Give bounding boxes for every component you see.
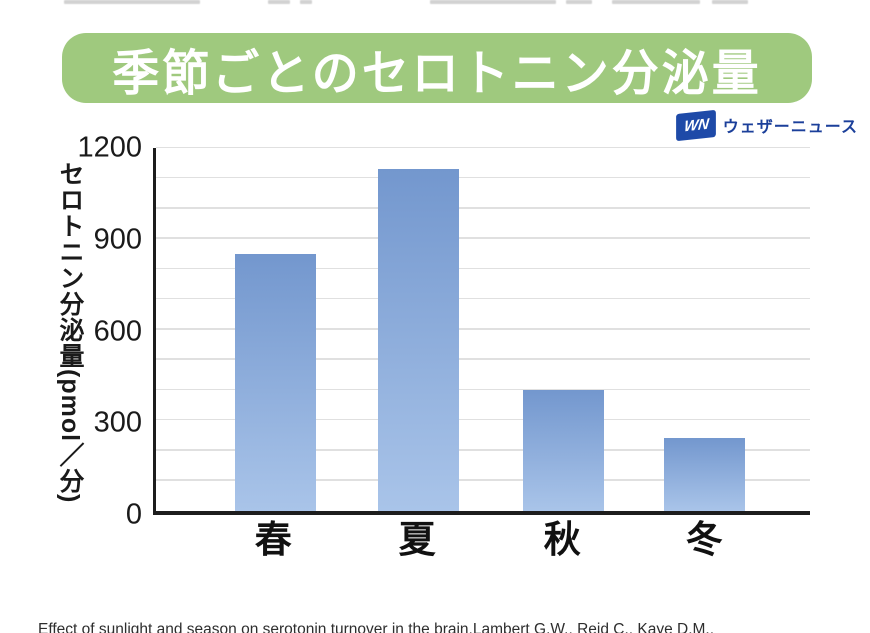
remnant-mark: [712, 0, 748, 4]
gridline-200: [156, 449, 810, 451]
weathernews-wordmark: ウェザーニュース: [722, 119, 858, 136]
bar-春: [235, 253, 317, 511]
remnant-mark: [300, 0, 312, 4]
y-tick-600: 600: [93, 315, 142, 347]
gridline-700: [156, 297, 810, 300]
remnant-mark: [430, 0, 556, 4]
y-tick-300: 300: [93, 406, 142, 439]
remnant-mark: [566, 0, 592, 4]
weathernews-logo: WN ウェザーニュース: [675, 108, 858, 142]
y-tick-900: 900: [93, 223, 142, 256]
title-banner: 季節ごとのセロトニン分泌量: [62, 33, 812, 103]
gridline-1200: [156, 146, 810, 148]
cropped-text-remnant: [0, 0, 870, 6]
y-axis-title: セロトニン分泌量(pmol／分): [56, 161, 84, 504]
gridline-1100: [156, 176, 810, 179]
gridline-400: [156, 388, 810, 390]
gridline-900: [156, 237, 810, 239]
plot-area: [153, 146, 810, 515]
bar-秋: [522, 390, 604, 511]
x-label-春: 春: [254, 519, 292, 560]
page-title: 季節ごとのセロトニン分泌量: [112, 44, 762, 100]
remnant-mark: [268, 0, 290, 4]
bar-冬: [664, 438, 746, 511]
source-citation: Effect of sunlight and season on seroton…: [38, 574, 848, 633]
y-tick-0: 0: [125, 498, 142, 531]
gridline-100: [156, 479, 810, 481]
gridline-600: [156, 328, 810, 330]
x-axis-labels: 春夏秋冬: [153, 521, 810, 565]
remnant-mark: [64, 0, 200, 4]
gridline-1000: [156, 207, 810, 209]
gridline-500: [156, 358, 810, 360]
x-label-冬: 冬: [685, 519, 723, 560]
gridline-800: [156, 267, 810, 269]
x-label-夏: 夏: [398, 519, 436, 560]
citation-line-1: Effect of sunlight and season on seroton…: [38, 620, 715, 633]
x-label-秋: 秋: [543, 519, 581, 560]
y-tick-1200: 1200: [77, 131, 142, 164]
bar-夏: [378, 169, 460, 511]
y-axis-tick-labels: 0 300 600 900 1200: [77, 133, 148, 529]
remnant-mark: [612, 0, 700, 4]
gridline-300: [156, 418, 810, 421]
